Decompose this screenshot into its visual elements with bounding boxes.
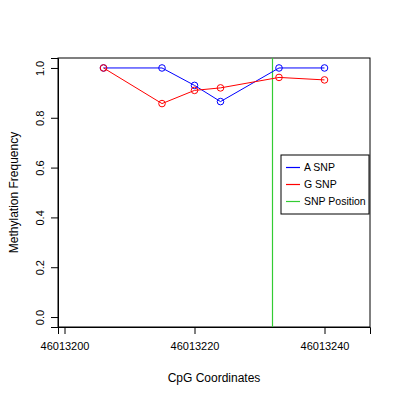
snp-line — [272, 58, 273, 327]
y-axis-line — [51, 59, 59, 328]
y-tick-mark — [51, 267, 58, 268]
legend-label: A SNP — [304, 161, 335, 173]
series-point — [276, 74, 283, 81]
y-tick-mark — [51, 68, 58, 69]
y-tick: 0.2 — [34, 260, 58, 275]
series-point — [276, 65, 283, 72]
y-tick-mark — [51, 118, 58, 119]
legend-swatch — [286, 184, 300, 185]
series-point — [217, 98, 224, 105]
series-point — [191, 87, 198, 94]
series-point — [321, 77, 328, 84]
series-line — [104, 68, 325, 104]
series-line — [104, 68, 325, 102]
y-tick-label: 1.0 — [34, 61, 46, 76]
chart: 46013200 46013220 46013240 0.0 0.2 0.4 0.6 0.8 1… — [0, 0, 400, 400]
y-tick-label: 0.0 — [34, 310, 46, 325]
y-axis: 0.0 0.2 0.4 0.6 0.8 1.0 — [34, 59, 59, 328]
series-point — [100, 65, 107, 72]
plot: 46013200 46013220 46013240 0.0 0.2 0.4 0.6 0.8 1… — [34, 58, 371, 352]
y-axis-title: Methylation Frequency — [7, 132, 21, 253]
y-tick: 0.4 — [34, 210, 58, 225]
legend-swatch — [286, 167, 300, 168]
y-tick-mark — [51, 168, 58, 169]
legend: A SNP G SNP SNP Position — [281, 155, 369, 214]
series-point — [321, 65, 328, 72]
x-tick: 46013220 — [171, 327, 220, 352]
y-tick: 0.0 — [34, 310, 58, 325]
legend-box — [281, 155, 369, 214]
series-point — [159, 65, 166, 72]
x-tick-label: 46013200 — [41, 340, 90, 352]
series-point — [217, 85, 224, 92]
x-tick: 46013240 — [301, 327, 350, 352]
y-tick-mark — [51, 217, 58, 218]
y-tick: 1.0 — [34, 61, 58, 76]
x-tick-mark — [325, 327, 326, 334]
x-tick-label: 46013240 — [301, 340, 350, 352]
y-tick-label: 0.2 — [34, 260, 46, 275]
x-axis: 46013200 46013220 46013240 — [41, 327, 371, 352]
x-tick-label: 46013220 — [171, 340, 220, 352]
legend-swatch — [286, 201, 300, 202]
legend-label: SNP Position — [304, 195, 366, 207]
x-tick: 46013200 — [41, 327, 90, 352]
y-tick: 0.6 — [34, 160, 58, 175]
x-axis-line — [59, 328, 371, 335]
x-axis-title: CpG Coordinates — [168, 371, 261, 385]
y-tick-mark — [51, 317, 58, 318]
y-tick-label: 0.4 — [34, 210, 46, 225]
series-point — [159, 100, 166, 107]
x-tick-mark — [195, 327, 196, 334]
y-tick: 0.8 — [34, 111, 58, 126]
legend-label: G SNP — [304, 178, 337, 190]
series-point — [100, 65, 107, 72]
x-tick-mark — [65, 327, 66, 334]
y-tick-label: 0.6 — [34, 160, 46, 175]
plot-frame — [58, 58, 370, 327]
y-tick-label: 0.8 — [34, 111, 46, 126]
